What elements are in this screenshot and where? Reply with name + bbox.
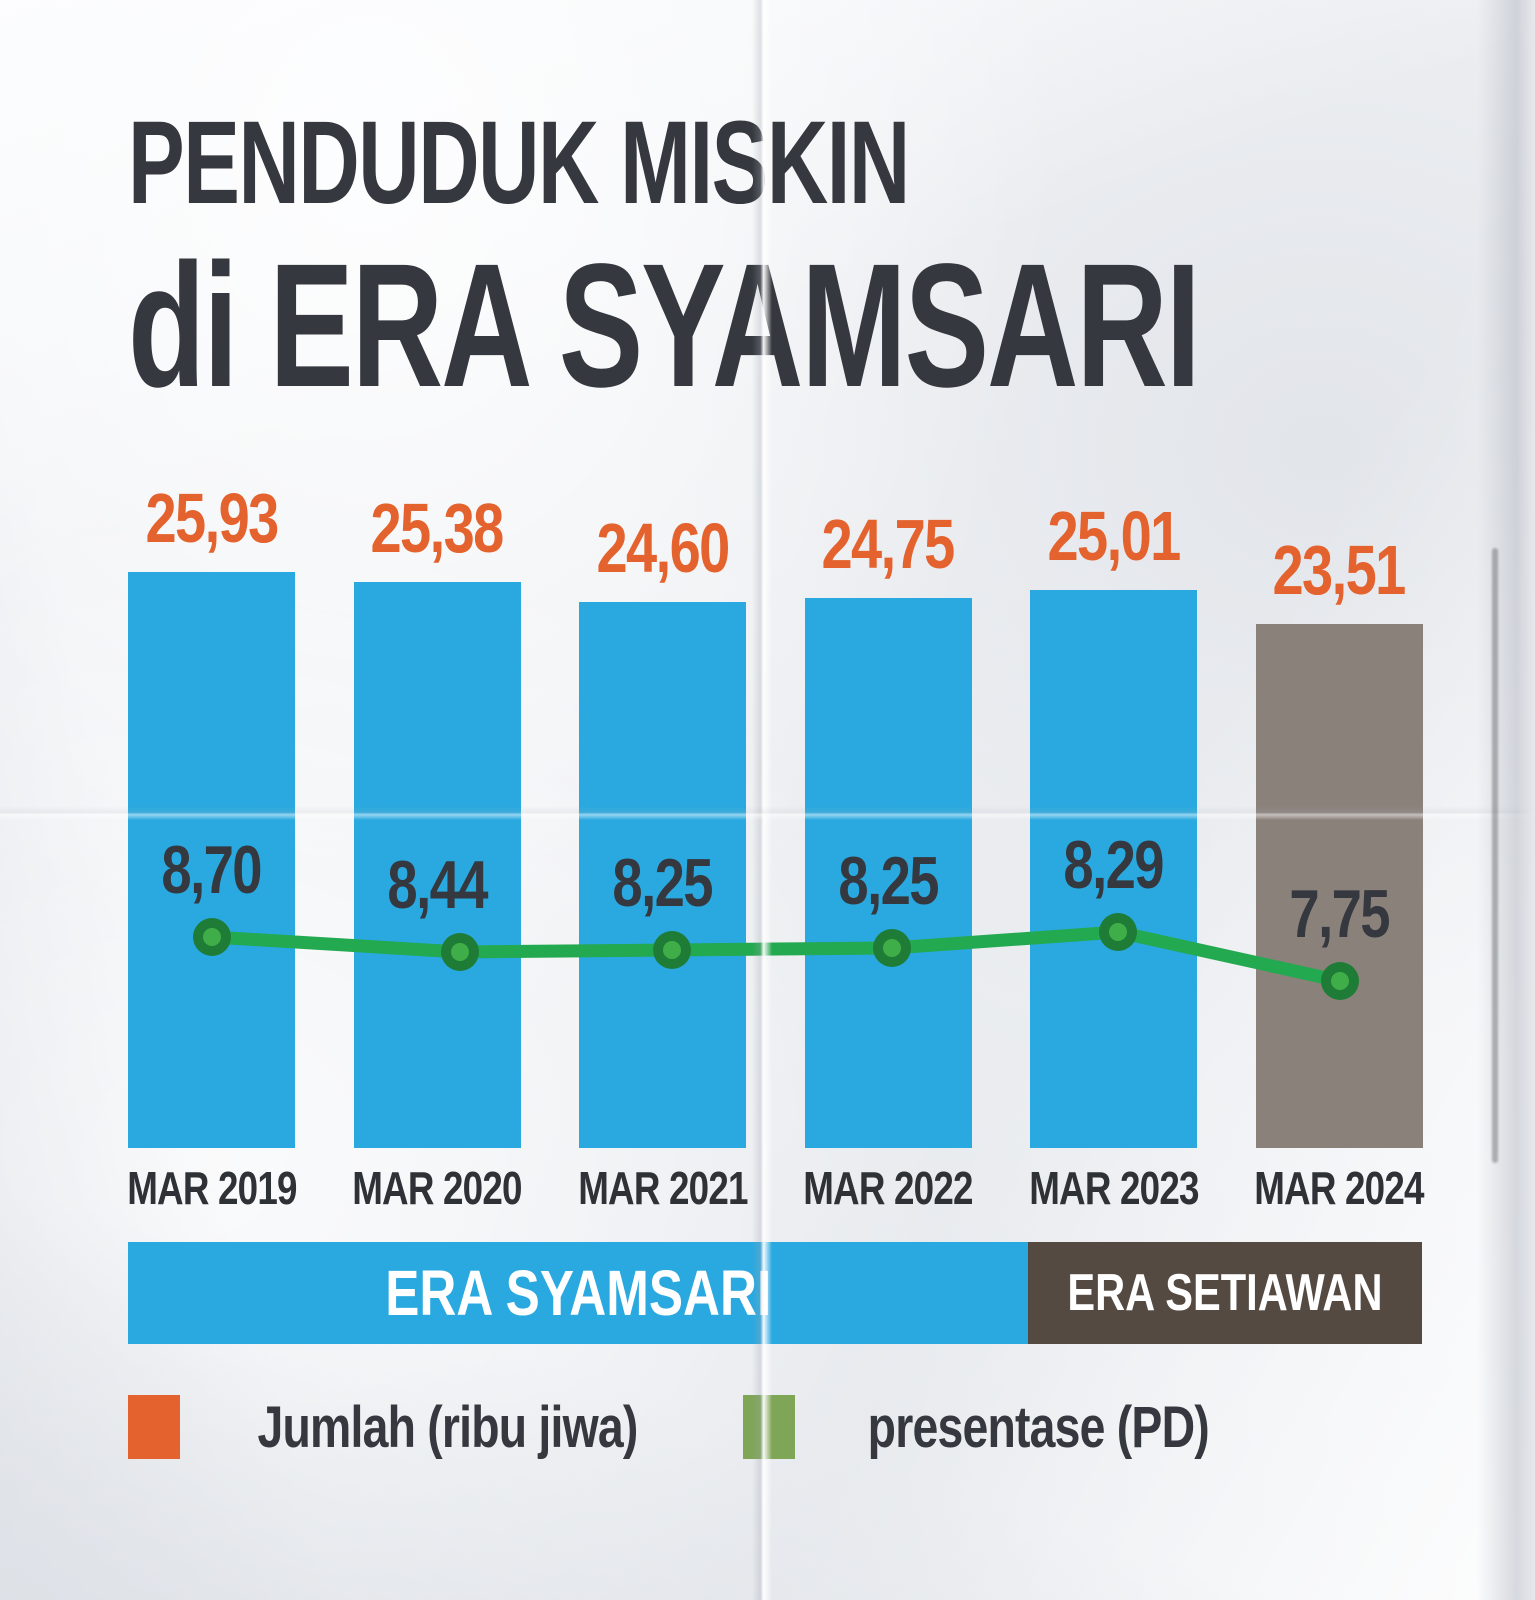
category-label-mar-2024: MAR 2024 — [1189, 1164, 1489, 1212]
era-setiawan-segment: ERA SETIAWAN — [1028, 1242, 1422, 1344]
category-text: MAR 2019 — [126, 1162, 297, 1214]
jumlah-value-text: 24,75 — [821, 505, 956, 583]
title-line-1-text: PENDUDUK MISKIN — [128, 97, 910, 229]
jumlah-value-text: 25,93 — [145, 479, 279, 557]
category-text: MAR 2020 — [352, 1162, 522, 1214]
category-text: MAR 2023 — [1028, 1162, 1199, 1214]
jumlah-value-text: 23,51 — [1272, 531, 1407, 609]
era-setiawan-label: ERA SETIAWAN — [1067, 1264, 1383, 1322]
legend-label-jumlah: Jumlah (ribu jiwa) — [257, 1394, 639, 1460]
legend: Jumlah (ribu jiwa) presentase (PD) — [128, 1394, 1252, 1460]
presentase-value-label: 7,75 — [1189, 877, 1489, 951]
era-banner: ERA SYAMSARI ERA SETIAWAN — [128, 1242, 1422, 1344]
category-text: MAR 2024 — [1254, 1162, 1424, 1214]
category-text: MAR 2022 — [803, 1162, 973, 1214]
title-line-1: PENDUDUK MISKIN — [128, 104, 1213, 222]
title-line-2-text: di ERA SYAMSARI — [128, 228, 1201, 424]
jumlah-value-label: 23,51 — [1189, 532, 1489, 608]
presentase-value-text: 8,29 — [1063, 827, 1165, 903]
legend-swatch-presentase — [743, 1395, 796, 1459]
presentase-value-text: 8,25 — [612, 845, 714, 921]
title-line-2: di ERA SYAMSARI — [128, 238, 1535, 414]
presentase-value-text: 7,75 — [1289, 876, 1390, 952]
jumlah-value-text: 25,38 — [370, 489, 505, 567]
category-text: MAR 2021 — [577, 1162, 748, 1214]
presentase-value-text: 8,44 — [387, 847, 488, 923]
presentase-value-text: 8,25 — [838, 843, 939, 919]
jumlah-value-text: 25,01 — [1047, 497, 1181, 575]
legend-swatch-jumlah — [128, 1395, 180, 1459]
presentase-value-text: 8,70 — [161, 832, 263, 908]
jumlah-value-text: 24,60 — [596, 509, 730, 587]
era-syamsari-label: ERA SYAMSARI — [385, 1257, 772, 1329]
era-syamsari-segment: ERA SYAMSARI — [128, 1242, 1029, 1344]
legend-label-presentase: presentase (PD) — [867, 1394, 1210, 1460]
